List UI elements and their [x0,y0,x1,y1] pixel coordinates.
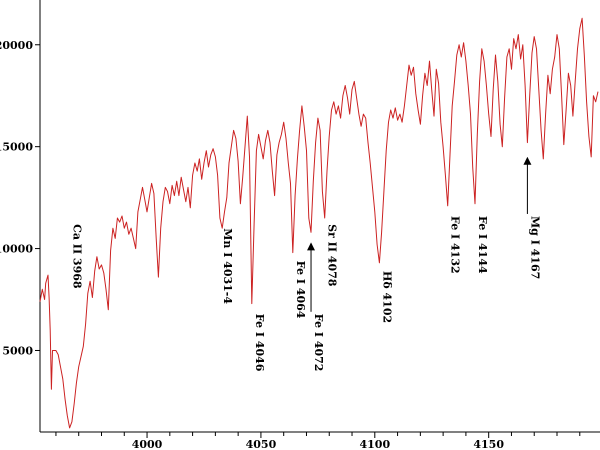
x-tick-label: 4050 [246,438,277,450]
line-annotation-label: Hδ 4102 [380,271,393,323]
line-annotation: Mg I 4167 [523,156,541,279]
x-tick-label: 4150 [473,438,504,450]
line-annotation: Fe I 4064 [294,261,307,319]
line-annotation: Ca II 3968 [71,224,84,289]
y-tick-label: 10000 [0,243,33,256]
line-annotation-label: Fe I 4144 [476,216,489,274]
line-annotation: Fe I 4144 [476,216,489,274]
line-annotation: Fe I 4072 [307,242,325,372]
y-tick-label: 5000 [2,344,33,357]
series-layer [39,17,599,429]
line-annotation-label: Mg I 4167 [528,216,541,279]
line-annotation-label: Fe I 4072 [312,314,325,372]
annotation-layer: Ca II 3968 Mn I 4031-4 Fe I 4046 Fe I 4064 F… [71,156,541,372]
line-annotation-label: Sr II 4078 [326,224,339,287]
line-annotation: Hδ 4102 [380,271,393,323]
line-annotation: Mn I 4031-4 [221,228,234,304]
line-annotation: Sr II 4078 [326,224,339,287]
line-annotation-label: Mn I 4031-4 [221,228,234,304]
line-annotation: Fe I 4046 [253,314,266,372]
line-annotation-label: Fe I 4046 [253,314,266,372]
line-annotation: Fe I 4132 [449,216,462,274]
x-tick-label: 4000 [132,438,163,450]
y-axis: 5000 10000 15000 20000 [0,0,41,432]
line-annotation-label: Fe I 4064 [294,261,307,319]
line-annotation-label: Ca II 3968 [71,224,84,289]
y-tick-label: 20000 [0,39,33,52]
spectrum-line-0 [39,17,599,429]
x-axis: 4000 4050 4100 4150 [40,431,600,450]
x-tick-label: 4100 [359,438,390,450]
line-annotation-label: Fe I 4132 [449,216,462,274]
y-tick-label: 15000 [0,141,33,154]
